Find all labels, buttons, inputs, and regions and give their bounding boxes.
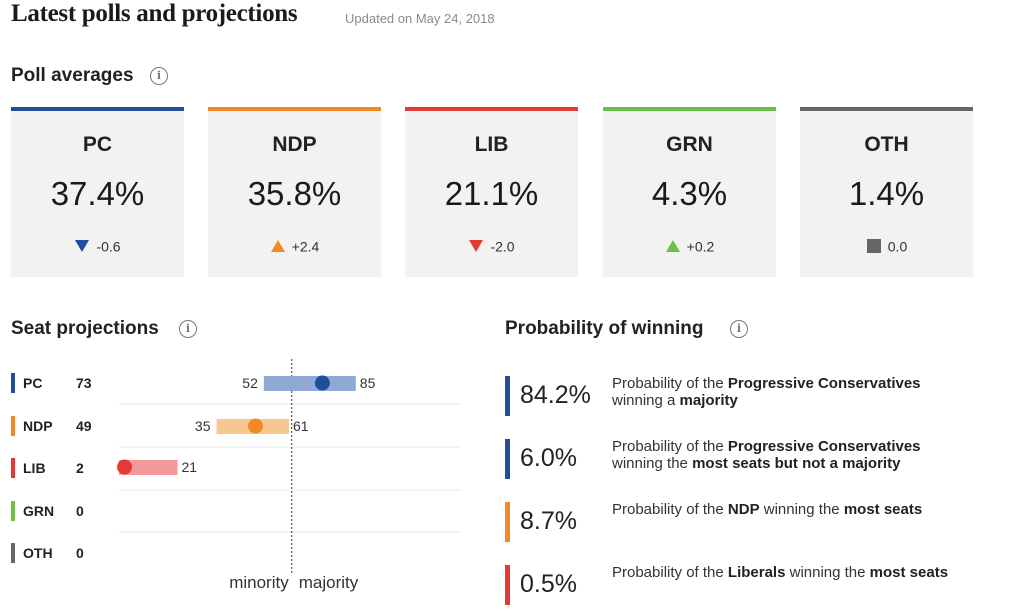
probability-description: Probability of the Progressive Conservat… [612,375,921,409]
range-bar-pc [263,376,356,391]
party-color-bar [505,502,510,542]
probability-row: 6.0% Probability of the Progressive Conse… [505,435,1005,481]
seat-party-label: PC [23,375,43,391]
seat-party-label: GRN [23,503,55,519]
poll-card-percent: 21.1% [444,175,539,212]
seat-count: 0 [76,503,84,519]
square-icon [866,239,881,254]
range-high-label: 61 [293,418,309,434]
party-color-stripe [11,373,15,393]
triangle-down-icon [75,240,90,253]
poll-card-lib: LIB 21.1% -2.0 [405,107,578,277]
seat-projections-title: Seat projections [11,318,159,339]
triangle-up-icon [270,240,285,253]
party-color-stripe [11,458,15,478]
poll-card-party: PC [82,133,113,156]
poll-card-change: -0.6 [11,237,184,254]
party-color-bar [505,439,510,479]
probability-row: 84.2% Probability of the Progressive Cons… [505,372,1005,418]
info-icon[interactable]: i [179,320,197,338]
range-high-label: 21 [182,459,198,475]
probability-value: 84.2% [520,381,591,409]
poll-card-change: -2.0 [405,237,578,254]
probability-description: Probability of the Progressive Conservat… [612,438,921,472]
range-bar-lib [119,460,178,475]
range-low-label: 35 [195,418,211,434]
probability-value: 6.0% [520,444,577,472]
poll-card-change: +2.4 [208,237,381,254]
seat-row-ndp: NDP 49 [11,416,111,436]
poll-card-pc: PC 37.4% -0.6 [11,107,184,277]
poll-card-party: LIB [474,133,509,156]
seat-row-lib: LIB 2 [11,458,111,478]
probability-description: Probability of the Liberals winning the … [612,564,949,581]
poll-card-grn: GRN 4.3% +0.2 [603,107,776,277]
info-icon[interactable]: i [730,320,748,338]
seat-row-oth: OTH 0 [11,543,111,563]
projection-dot-ndp [248,418,264,434]
poll-card-party: OTH [864,133,909,156]
party-color-stripe [11,543,15,563]
projection-dot-pc [314,375,330,391]
poll-card-party: NDP [272,133,317,156]
probability-row: 8.7% Probability of the NDP winning the m… [505,498,1005,544]
probability-description: Probability of the NDP winning the most … [612,501,923,518]
poll-card-oth: OTH 1.4% 0.0 [800,107,973,277]
poll-card-change: +0.2 [603,237,776,254]
poll-card-change: 0.0 [800,237,973,254]
seat-count: 0 [76,545,84,561]
poll-card-percent: 4.3% [651,175,728,212]
probability-value: 8.7% [520,507,577,535]
poll-card-percent: 35.8% [247,175,342,212]
updated-date: Updated on May 24, 2018 [345,11,495,26]
minority-label: minority [229,573,289,592]
party-color-bar [505,565,510,605]
poll-card-percent: 37.4% [50,175,145,212]
info-icon[interactable]: i [150,67,168,85]
triangle-up-icon [665,240,680,253]
party-color-bar [505,376,510,416]
seat-count: 73 [76,375,92,391]
party-color-stripe [11,501,15,521]
page-title: Latest polls and projections [11,0,298,27]
poll-card-party: GRN [666,133,713,156]
seat-count: 2 [76,460,84,476]
range-high-label: 85 [360,375,376,391]
seat-party-label: OTH [23,545,53,561]
seat-count: 49 [76,418,92,434]
range-low-label: 52 [242,375,258,391]
projection-dot-lib [117,459,133,475]
probability-value: 0.5% [520,570,577,598]
majority-label: majority [299,573,359,592]
seat-party-label: LIB [23,460,46,476]
seat-row-pc: PC 73 [11,373,111,393]
seat-projection-chart: 52 85 35 61 21 minority majority [117,359,460,592]
poll-card-ndp: NDP 35.8% +2.4 [208,107,381,277]
poll-averages-title: Poll averages [11,65,134,86]
poll-card-percent: 1.4% [848,175,925,212]
seat-party-label: NDP [23,418,53,434]
triangle-down-icon [469,240,484,253]
seat-row-grn: GRN 0 [11,501,111,521]
probability-title: Probability of winning [505,318,704,339]
probability-row: 0.5% Probability of the Liberals winning … [505,561,1005,607]
party-color-stripe [11,416,15,436]
